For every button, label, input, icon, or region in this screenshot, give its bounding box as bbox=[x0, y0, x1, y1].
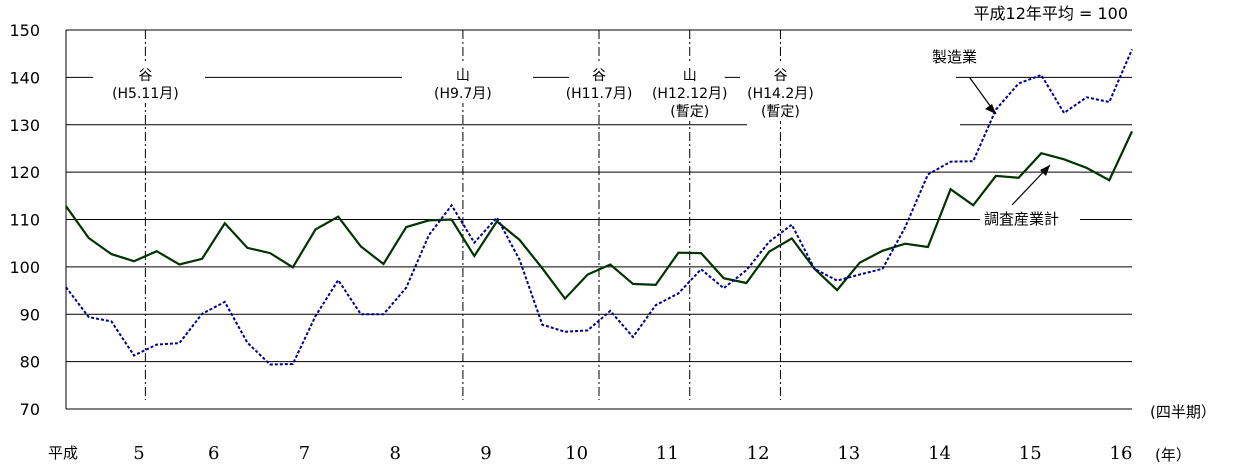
y-tick-label: 130 bbox=[9, 116, 40, 135]
business-cycle-annotations: 谷 (H5.11月) 山 (H9.7月) 谷 (H11.7月) 山 (H12.12月) (暫定)… bbox=[112, 63, 816, 121]
y-tick-label: 70 bbox=[20, 400, 40, 419]
callout-label: 製造業 bbox=[932, 48, 977, 66]
annotation-bg bbox=[432, 63, 493, 103]
x-year-label: 10 bbox=[565, 443, 588, 464]
x-year-label: 15 bbox=[1019, 443, 1042, 464]
x-year-label: 16 bbox=[1110, 443, 1133, 464]
x-year-label: 6 bbox=[208, 443, 219, 464]
x-axis-year-labels: 5 6 7 8 9 10 11 12 13 14 15 16 bbox=[133, 443, 1132, 464]
cycle-annotation-line: 山 bbox=[683, 68, 697, 84]
x-unit-quarter: (四半期） bbox=[1150, 403, 1216, 421]
y-tick-label: 100 bbox=[9, 258, 40, 277]
business-cycle-lines bbox=[144, 30, 781, 400]
cycle-annotation-line: 山 bbox=[456, 68, 470, 84]
cycle-annotation-line: (H9.7月) bbox=[434, 86, 492, 102]
cycle-annotation-line: 谷 bbox=[773, 68, 787, 84]
y-tick-label: 120 bbox=[9, 163, 40, 182]
cycle-annotation-line: (H14.2月) bbox=[747, 86, 814, 102]
y-tick-label: 150 bbox=[9, 21, 40, 40]
y-axis-ticks: 70 80 90 100 110 120 130 140 150 bbox=[9, 21, 40, 419]
x-year-label: 8 bbox=[389, 443, 400, 464]
y-tick-label: 80 bbox=[20, 353, 40, 372]
annotation-bg bbox=[654, 63, 725, 121]
series-line bbox=[65, 49, 1133, 366]
annotation-bg bbox=[569, 63, 629, 103]
cycle-annotation-line: (H12.12月) bbox=[652, 86, 728, 102]
x-year-label: 5 bbox=[133, 443, 144, 464]
base-note: 平成12年平均 = 100 bbox=[974, 4, 1128, 23]
x-year-label: 11 bbox=[656, 443, 679, 464]
cycle-annotation-line: (H5.11月) bbox=[112, 86, 179, 102]
callout-arrowhead bbox=[985, 104, 996, 114]
cycle-annotation-line: (暫定) bbox=[761, 104, 800, 120]
cycle-annotation-line: (暫定) bbox=[670, 104, 709, 120]
series-line bbox=[65, 130, 1133, 301]
x-year-label: 14 bbox=[928, 443, 951, 464]
era-label: 平成 bbox=[48, 444, 78, 462]
cycle-annotation-line: 谷 bbox=[592, 68, 606, 84]
series-lines bbox=[65, 49, 1133, 366]
x-unit-year: (年） bbox=[1155, 446, 1191, 464]
y-tick-label: 140 bbox=[9, 68, 40, 87]
annotation-bg bbox=[115, 63, 176, 103]
cycle-annotation-line: (H11.7月) bbox=[566, 86, 633, 102]
x-year-label: 7 bbox=[299, 443, 310, 464]
annotation-bg bbox=[745, 63, 816, 121]
callout-arrowhead bbox=[1040, 165, 1050, 176]
callout-bg bbox=[980, 206, 1080, 228]
cycle-annotation-line: 谷 bbox=[138, 68, 152, 84]
x-year-label: 9 bbox=[480, 443, 491, 464]
y-tick-label: 110 bbox=[9, 211, 40, 230]
axes bbox=[65, 30, 1132, 410]
x-year-label: 12 bbox=[747, 443, 770, 464]
x-year-label: 13 bbox=[837, 443, 860, 464]
callout-label: 調査産業計 bbox=[984, 210, 1059, 228]
y-tick-label: 90 bbox=[20, 305, 40, 324]
